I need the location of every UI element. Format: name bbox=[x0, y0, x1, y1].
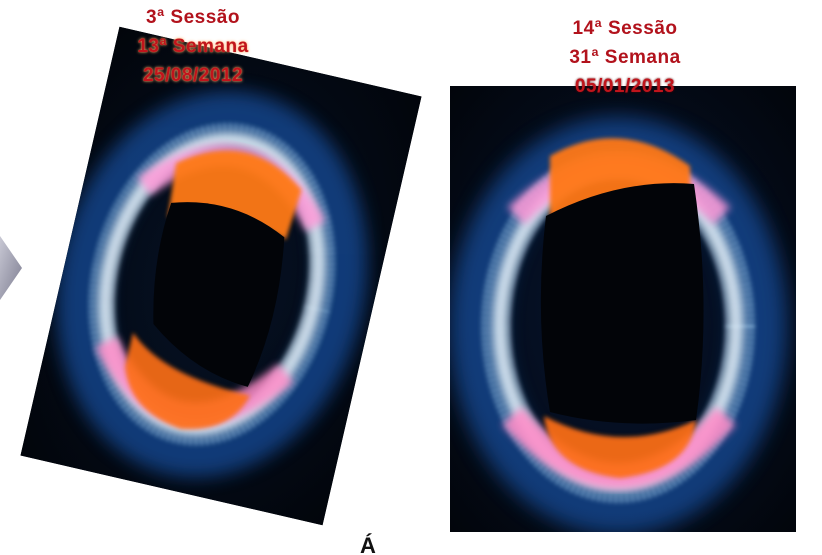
caption-left: 3ª Sessão 13ª Semana 25/08/2012 bbox=[98, 3, 288, 90]
bottom-text-fragment: Á bbox=[360, 533, 376, 555]
kirlian-photo-left bbox=[20, 26, 422, 526]
kirlian-photo-right bbox=[450, 86, 796, 532]
corona-image-right bbox=[450, 86, 796, 532]
session-label-right: 14ª Sessão bbox=[572, 18, 678, 39]
date-label-right: 05/01/2013 bbox=[574, 76, 676, 97]
date-label-left: 25/08/2012 bbox=[142, 65, 244, 86]
week-label-left: 13ª Semana bbox=[137, 36, 249, 57]
caption-right: 14ª Sessão 31ª Semana 05/01/2013 bbox=[520, 14, 730, 101]
corona-image-left bbox=[20, 26, 422, 526]
week-label-right: 31ª Semana bbox=[569, 47, 681, 68]
chevron-right-icon bbox=[0, 236, 22, 300]
session-label-left: 3ª Sessão bbox=[146, 7, 240, 28]
